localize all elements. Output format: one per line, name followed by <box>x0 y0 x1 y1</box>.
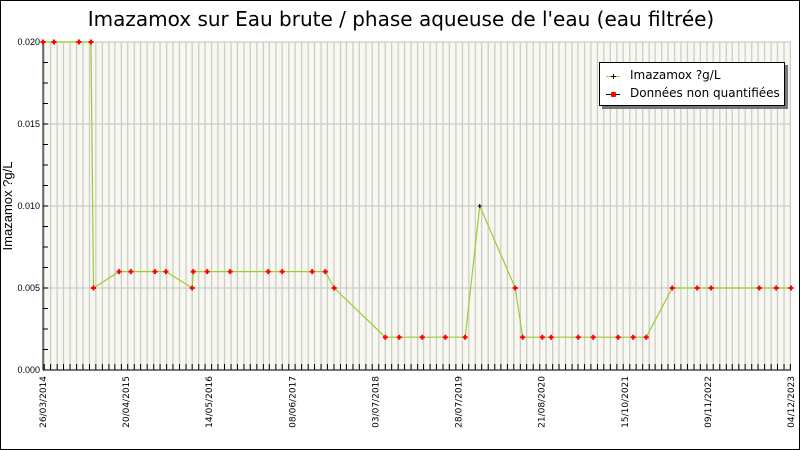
data-point-non-quantified <box>265 269 271 275</box>
legend-label: Données non quantifiées <box>630 86 780 100</box>
data-point-non-quantified <box>91 285 97 291</box>
data-point-non-quantified <box>51 39 57 45</box>
y-tick-label: 0.015 <box>17 119 40 129</box>
data-point-non-quantified <box>396 334 402 340</box>
data-point-non-quantified <box>152 269 158 275</box>
data-point-non-quantified <box>227 269 233 275</box>
y-tick-label: 0.005 <box>17 283 40 293</box>
x-tick-label: 09/11/2022 <box>704 376 714 428</box>
legend-item-non-quantified: Données non quantifiées <box>606 84 780 102</box>
data-point-non-quantified <box>190 269 196 275</box>
data-point-non-quantified <box>462 334 468 340</box>
data-point-non-quantified <box>163 269 169 275</box>
data-point-non-quantified <box>708 285 714 291</box>
data-point-non-quantified <box>520 334 526 340</box>
data-point-non-quantified <box>331 285 337 291</box>
x-tick-label: 14/05/2016 <box>205 376 215 428</box>
legend-item-quantified: Imazamox ?g/L <box>606 66 721 84</box>
data-point-non-quantified <box>669 285 675 291</box>
legend: Imazamox ?g/L Données non quantifiées <box>599 62 785 106</box>
legend-label: Imazamox ?g/L <box>630 68 721 82</box>
x-tick-label: 28/07/2019 <box>455 376 465 428</box>
data-point-non-quantified <box>539 334 545 340</box>
data-point-non-quantified <box>630 334 636 340</box>
data-point-quantified <box>477 204 482 208</box>
data-point-non-quantified <box>128 269 134 275</box>
data-point-non-quantified <box>788 285 794 291</box>
x-tick-label: 26/03/2014 <box>39 376 49 428</box>
y-tick-label: 0.010 <box>17 201 40 211</box>
data-point-non-quantified <box>512 285 518 291</box>
data-point-non-quantified <box>40 39 46 45</box>
data-point-non-quantified <box>694 285 700 291</box>
data-point-non-quantified <box>643 334 649 340</box>
data-point-non-quantified <box>419 334 425 340</box>
y-tick-label: 0.000 <box>17 365 40 375</box>
data-point-non-quantified <box>189 285 195 291</box>
legend-line-icon <box>606 71 620 81</box>
data-point-non-quantified <box>756 285 762 291</box>
data-point-non-quantified <box>590 334 596 340</box>
x-tick-label: 20/04/2015 <box>122 376 132 428</box>
data-point-non-quantified <box>279 269 285 275</box>
data-point-non-quantified <box>773 285 779 291</box>
data-point-non-quantified <box>322 269 328 275</box>
legend-red-marker-icon <box>606 89 620 99</box>
data-point-non-quantified <box>575 334 581 340</box>
data-point-non-quantified <box>382 334 388 340</box>
data-point-non-quantified <box>76 39 82 45</box>
y-tick-label: 0.020 <box>17 37 40 47</box>
data-point-non-quantified <box>309 269 315 275</box>
x-tick-label: 04/12/2023 <box>787 376 797 428</box>
x-tick-label: 03/07/2018 <box>371 376 381 428</box>
data-point-non-quantified <box>615 334 621 340</box>
data-point-non-quantified <box>548 334 554 340</box>
y-axis-label: Imazamox ?g/L <box>1 162 15 251</box>
x-tick-label: 21/08/2020 <box>538 376 548 428</box>
data-point-non-quantified <box>116 269 122 275</box>
data-point-non-quantified <box>442 334 448 340</box>
data-point-non-quantified <box>88 39 94 45</box>
x-tick-label: 15/10/2021 <box>621 376 631 428</box>
chart-title: Imazamox sur Eau brute / phase aqueuse d… <box>87 7 715 31</box>
data-point-non-quantified <box>204 269 210 275</box>
x-tick-label: 08/06/2017 <box>288 376 298 428</box>
